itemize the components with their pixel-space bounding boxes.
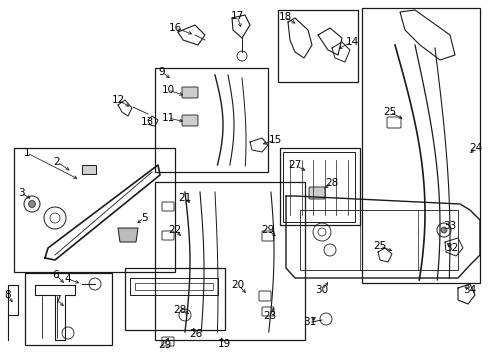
Text: 22: 22	[168, 225, 181, 235]
Text: 16: 16	[168, 23, 181, 33]
Circle shape	[440, 227, 446, 233]
Text: 33: 33	[443, 221, 456, 231]
Text: 32: 32	[445, 243, 458, 253]
Bar	[14, 148, 175, 272]
Bar	[299, 210, 457, 270]
FancyBboxPatch shape	[182, 87, 198, 98]
Text: 14: 14	[345, 37, 358, 47]
Circle shape	[28, 201, 36, 207]
Text: 30: 30	[315, 285, 328, 295]
Text: 20: 20	[231, 280, 244, 290]
Text: 28: 28	[173, 305, 186, 315]
Bar	[25, 273, 112, 345]
Text: 12: 12	[111, 95, 124, 105]
Text: 11: 11	[161, 113, 174, 123]
Bar	[361, 8, 479, 283]
Text: 13: 13	[140, 117, 153, 127]
Text: 17: 17	[230, 11, 243, 21]
Bar	[135, 283, 213, 290]
Text: 25: 25	[373, 241, 386, 251]
Polygon shape	[118, 228, 138, 242]
Text: 34: 34	[463, 285, 476, 295]
Bar	[283, 152, 354, 222]
Text: 4: 4	[64, 274, 71, 284]
Text: 29: 29	[158, 340, 171, 350]
Text: 2: 2	[54, 157, 60, 167]
Bar	[155, 68, 267, 172]
Bar	[125, 268, 224, 330]
Text: 27: 27	[288, 160, 301, 170]
Bar	[155, 182, 305, 340]
Text: 10: 10	[161, 85, 174, 95]
Text: 15: 15	[268, 135, 281, 145]
FancyBboxPatch shape	[308, 187, 325, 199]
Text: 6: 6	[53, 270, 59, 280]
Text: 25: 25	[383, 107, 396, 117]
Text: 7: 7	[54, 295, 60, 305]
Text: 31: 31	[303, 317, 316, 327]
Bar	[82, 165, 96, 174]
Text: 24: 24	[468, 143, 482, 153]
Text: 28: 28	[325, 178, 338, 188]
Text: 18: 18	[278, 12, 291, 22]
FancyBboxPatch shape	[182, 115, 198, 126]
Text: 9: 9	[159, 67, 165, 77]
Bar	[130, 278, 218, 295]
Bar	[278, 10, 357, 82]
Text: 8: 8	[5, 290, 11, 300]
Text: 21: 21	[178, 193, 191, 203]
Text: 19: 19	[217, 339, 230, 349]
Text: 3: 3	[18, 188, 24, 198]
Text: 26: 26	[189, 329, 202, 339]
Text: 23: 23	[263, 311, 276, 321]
Bar	[280, 148, 359, 225]
Text: 29: 29	[261, 225, 274, 235]
Text: 5: 5	[141, 213, 147, 223]
Text: 1: 1	[23, 148, 30, 158]
